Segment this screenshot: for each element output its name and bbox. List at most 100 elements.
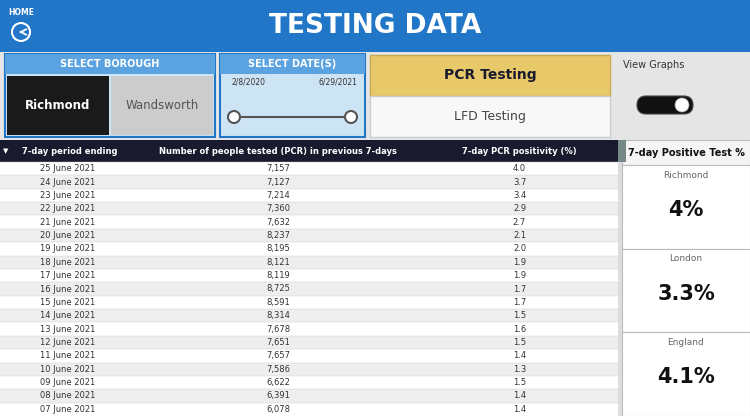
Text: 1.5: 1.5 (513, 378, 526, 387)
Bar (0, 282, 618, 296)
Circle shape (675, 98, 689, 112)
Bar (622, 165, 750, 249)
Text: 2.0: 2.0 (513, 244, 526, 253)
Bar (618, 140, 626, 162)
Text: 19 June 2021: 19 June 2021 (40, 244, 96, 253)
Bar (0, 349, 618, 362)
Text: 4%: 4% (668, 200, 704, 220)
Bar (0, 269, 618, 282)
Text: 1.9: 1.9 (513, 258, 526, 267)
Text: 1.4: 1.4 (513, 352, 526, 360)
Text: Richmond: Richmond (26, 99, 91, 112)
Bar (622, 332, 750, 416)
Text: 23 June 2021: 23 June 2021 (40, 191, 96, 200)
Text: 3.4: 3.4 (513, 191, 526, 200)
Bar (5, 54, 215, 74)
Bar (0, 376, 618, 389)
Bar (0, 140, 618, 162)
Bar (0, 162, 618, 176)
Text: 3.7: 3.7 (513, 178, 526, 186)
Text: TESTING DATA: TESTING DATA (268, 13, 482, 39)
Text: 1.6: 1.6 (513, 324, 526, 334)
Bar (370, 55, 610, 96)
Text: 12 June 2021: 12 June 2021 (40, 338, 96, 347)
Text: 7-day PCR positivity (%): 7-day PCR positivity (%) (462, 146, 577, 156)
Text: 7,632: 7,632 (266, 218, 290, 227)
Bar (0, 255, 618, 269)
Bar (220, 54, 365, 74)
Text: Richmond: Richmond (663, 171, 709, 179)
Text: 4.1%: 4.1% (657, 367, 715, 387)
Text: 7,678: 7,678 (266, 324, 290, 334)
Bar (618, 140, 626, 416)
Text: 1.5: 1.5 (513, 338, 526, 347)
Text: 7,127: 7,127 (266, 178, 290, 186)
Text: 7,657: 7,657 (266, 352, 290, 360)
Bar (0, 0, 750, 52)
Text: 16 June 2021: 16 June 2021 (40, 285, 96, 294)
Text: 8,237: 8,237 (266, 231, 290, 240)
Text: 11 June 2021: 11 June 2021 (40, 352, 96, 360)
Text: View Graphs: View Graphs (623, 60, 684, 70)
Text: 1.7: 1.7 (513, 285, 526, 294)
Bar (0, 189, 618, 202)
Text: 07 June 2021: 07 June 2021 (40, 405, 96, 414)
Text: 8,119: 8,119 (266, 271, 290, 280)
Text: 7-day Positive Test %: 7-day Positive Test % (628, 148, 745, 158)
Text: 22 June 2021: 22 June 2021 (40, 204, 96, 213)
Text: 21 June 2021: 21 June 2021 (40, 218, 96, 227)
Text: 08 June 2021: 08 June 2021 (40, 391, 96, 401)
Text: 6/29/2021: 6/29/2021 (318, 77, 357, 87)
FancyBboxPatch shape (637, 96, 693, 114)
Text: 2.7: 2.7 (513, 218, 526, 227)
Text: 1.3: 1.3 (513, 365, 526, 374)
Circle shape (228, 111, 240, 123)
Text: 8,195: 8,195 (266, 244, 290, 253)
Bar (0, 296, 618, 309)
Text: 7,651: 7,651 (266, 338, 290, 347)
Bar (622, 140, 750, 165)
Bar (0, 176, 618, 189)
Text: 6,078: 6,078 (266, 405, 290, 414)
Bar (0, 403, 618, 416)
Text: 8,725: 8,725 (266, 285, 290, 294)
Bar (0, 242, 618, 255)
Text: HOME: HOME (8, 8, 34, 17)
Text: LFD Testing: LFD Testing (454, 110, 526, 123)
Text: 7,360: 7,360 (266, 204, 290, 213)
Text: ▼: ▼ (3, 148, 8, 154)
Text: 17 June 2021: 17 June 2021 (40, 271, 96, 280)
Text: 1.5: 1.5 (513, 311, 526, 320)
Text: PCR Testing: PCR Testing (444, 69, 536, 82)
Text: SELECT DATE(S): SELECT DATE(S) (248, 59, 337, 69)
Bar (370, 96, 610, 137)
Bar (0, 202, 618, 215)
Bar (622, 249, 750, 332)
Text: 8,121: 8,121 (266, 258, 290, 267)
Bar (0, 309, 618, 322)
Bar (220, 54, 365, 137)
Text: 1.4: 1.4 (513, 405, 526, 414)
Bar (0, 336, 618, 349)
Text: 1.9: 1.9 (513, 271, 526, 280)
Text: London: London (670, 254, 703, 263)
Circle shape (345, 111, 357, 123)
Bar (0, 389, 618, 403)
Text: 10 June 2021: 10 June 2021 (40, 365, 96, 374)
Bar (7, 76, 109, 135)
Text: England: England (668, 338, 704, 347)
Text: 7-day period ending: 7-day period ending (22, 146, 118, 156)
Bar (0, 362, 618, 376)
Text: 7,214: 7,214 (266, 191, 290, 200)
Text: 6,391: 6,391 (266, 391, 290, 401)
Text: Number of people tested (PCR) in previous 7-days: Number of people tested (PCR) in previou… (159, 146, 397, 156)
Text: 7,586: 7,586 (266, 365, 290, 374)
Text: SELECT BOROUGH: SELECT BOROUGH (60, 59, 160, 69)
Text: Wandsworth: Wandsworth (125, 99, 199, 112)
Text: 4.0: 4.0 (513, 164, 526, 173)
Text: 09 June 2021: 09 June 2021 (40, 378, 96, 387)
Text: 6,622: 6,622 (266, 378, 290, 387)
Text: 7,157: 7,157 (266, 164, 290, 173)
Text: 2/8/2020: 2/8/2020 (232, 77, 266, 87)
Text: 18 June 2021: 18 June 2021 (40, 258, 96, 267)
